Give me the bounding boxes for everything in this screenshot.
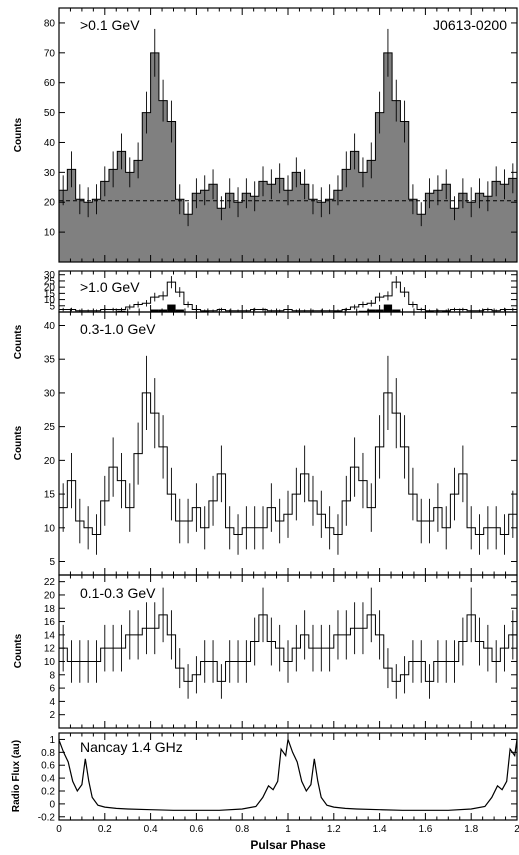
x-tick-label: 1.2 [327, 824, 341, 835]
panel-4-y-tick-label: 16 [44, 617, 56, 628]
panel-4-y-tick-label: 4 [49, 697, 55, 708]
panel-2-y-tick-label: 20 [44, 283, 56, 294]
panel-2-secondary-bar [150, 309, 159, 312]
x-tick-labels: 0 0.2 0.4 0.6 0.8 1 1.2 1.4 1.6 1.8 2 [56, 824, 519, 835]
panel-5: -0.2 00.2 0.4 0.6 0.8 1 Nancay 1.4 GHz Radio … [11, 732, 518, 823]
panel-3-energy-label: 0.3-1.0 GeV [80, 321, 156, 337]
panel-1-ticks: 10 20 30 40 50 60 70 80 [44, 8, 518, 262]
panel-5-y-axis-label: Radio Flux (au) [11, 740, 22, 812]
x-tick-label: 0.8 [235, 824, 249, 835]
panel-1-y-tick-label: 50 [44, 108, 56, 119]
x-tick-label: 1 [285, 824, 291, 835]
panel-4-y-tick-label: 2 [49, 710, 55, 721]
panel-2-secondary-bar [117, 310, 126, 312]
panel-4-y-tick-label: 22 [44, 577, 56, 588]
panel-2-y-tick-label: 5 [49, 301, 55, 312]
panel-4-marks [58, 587, 518, 728]
panel-4-energy-label: 0.1-0.3 GeV [80, 585, 156, 601]
panel-4: 2 4 6 8 10 12 14 16 18 20 22 0.1-0.3 GeV Counts [13, 574, 518, 729]
panel-1-y-tick-label: 70 [44, 48, 56, 59]
panel-2-energy-label: >1.0 GeV [80, 279, 140, 295]
panel-1: 10 20 30 40 50 60 70 80 >0.1 GeV J0613-0200 Cou… [13, 7, 518, 263]
panel-5-y-tick-label: 0.8 [41, 748, 55, 759]
panel-4-y-tick-label: 14 [44, 630, 56, 641]
panel-2-secondary-bar [367, 309, 376, 312]
panel-1-y-tick-label: 20 [44, 198, 56, 209]
panel-5-ticks: -0.2 00.2 0.4 0.6 0.8 1 [38, 733, 518, 823]
x-tick-label: 1.8 [464, 824, 478, 835]
x-tick-label: 0 [56, 824, 62, 835]
panel-2-secondary-bar [158, 309, 168, 312]
x-tick-label: 0.6 [189, 824, 203, 835]
panel-2-secondary-bar [392, 309, 401, 312]
panel-3-y-tick-label: 15 [44, 490, 56, 501]
panel-5-y-tick-label: 1 [49, 735, 55, 746]
panel-1-y-tick-label: 40 [44, 138, 56, 149]
panel-3-histogram [58, 392, 518, 575]
panel-3-y-tick-label: 20 [44, 456, 56, 467]
panel-2-secondary-bar [175, 309, 184, 312]
x-tick-label: 0.2 [98, 824, 112, 835]
x-tick-label: 1.6 [418, 824, 432, 835]
panel-3-y-tick-label: 40 [44, 321, 56, 332]
panel-1-y-axis-label: Counts [13, 117, 24, 152]
panel-4-ticks: 2 4 6 8 10 12 14 16 18 20 22 [44, 575, 518, 728]
panel-1-y-tick-label: 60 [44, 78, 56, 89]
panel-3-marks [58, 355, 518, 575]
panel-4-y-tick-label: 6 [49, 684, 55, 695]
panel-3-y-tick-label: 25 [44, 422, 56, 433]
panel-3-y-tick-label: 30 [44, 388, 56, 399]
panel-3-y-tick-label: 10 [44, 523, 56, 534]
panel-3-ticks: 5 10 15 20 25 30 35 40 [44, 312, 518, 575]
panel-1-y-tick-label: 80 [44, 18, 56, 29]
x-tick-label: 0.4 [144, 824, 158, 835]
panel-5-y-tick-label: 0.6 [41, 761, 55, 772]
panel-3: 5 10 15 20 25 30 35 40 0.3-1.0 GeV Counts [13, 311, 518, 576]
panel-4-y-axis-label: Counts [13, 633, 24, 668]
panel-4-y-tick-label: 20 [44, 590, 56, 601]
x-tick-label: 1.4 [373, 824, 387, 835]
panel-3-y-tick-label: 35 [44, 355, 56, 366]
panel-4-y-tick-label: 12 [44, 644, 56, 655]
panel-5-y-tick-label: 0.4 [41, 774, 55, 785]
panel-5-y-tick-label: 0 [49, 799, 55, 810]
panel-1-histogram [58, 52, 518, 263]
x-axis-label: Pulsar Phase [250, 838, 326, 852]
panel-5-y-tick-label: -0.2 [38, 812, 56, 823]
x-tick-label: 2 [514, 824, 519, 835]
panel-1-marks [58, 28, 518, 263]
panel-4-histogram [58, 614, 518, 728]
panel-2-y-tick-label: 25 [44, 276, 56, 287]
panel-5-frequency-label: Nancay 1.4 GHz [80, 739, 183, 755]
panel-3-y-tick-label: 5 [49, 557, 55, 568]
panel-4-y-tick-label: 18 [44, 604, 56, 615]
panel-4-y-tick-label: 10 [44, 657, 56, 668]
panel-1-energy-label: >0.1 GeV [80, 17, 140, 33]
panel-1-source-name: J0613-0200 [433, 17, 507, 33]
panel-3-y-axis-label: Counts [13, 425, 24, 460]
panel-1-y-tick-label: 10 [44, 228, 56, 239]
panel-2-secondary-bar [358, 310, 368, 312]
panel-1-y-tick-label: 30 [44, 168, 56, 179]
panel-2-secondary-bar [383, 304, 393, 312]
panel-2-y-tick-label: 30 [44, 270, 56, 281]
panel-5-y-tick-label: 0.2 [41, 787, 55, 798]
panel-4-y-tick-label: 8 [49, 670, 55, 681]
panel-2-y-tick-label: 15 [44, 289, 56, 300]
panel-2-secondary-bar [167, 304, 176, 312]
panel-2-y-axis-label: Counts [13, 324, 24, 359]
panel-2-y-tick-label: 10 [44, 295, 56, 306]
